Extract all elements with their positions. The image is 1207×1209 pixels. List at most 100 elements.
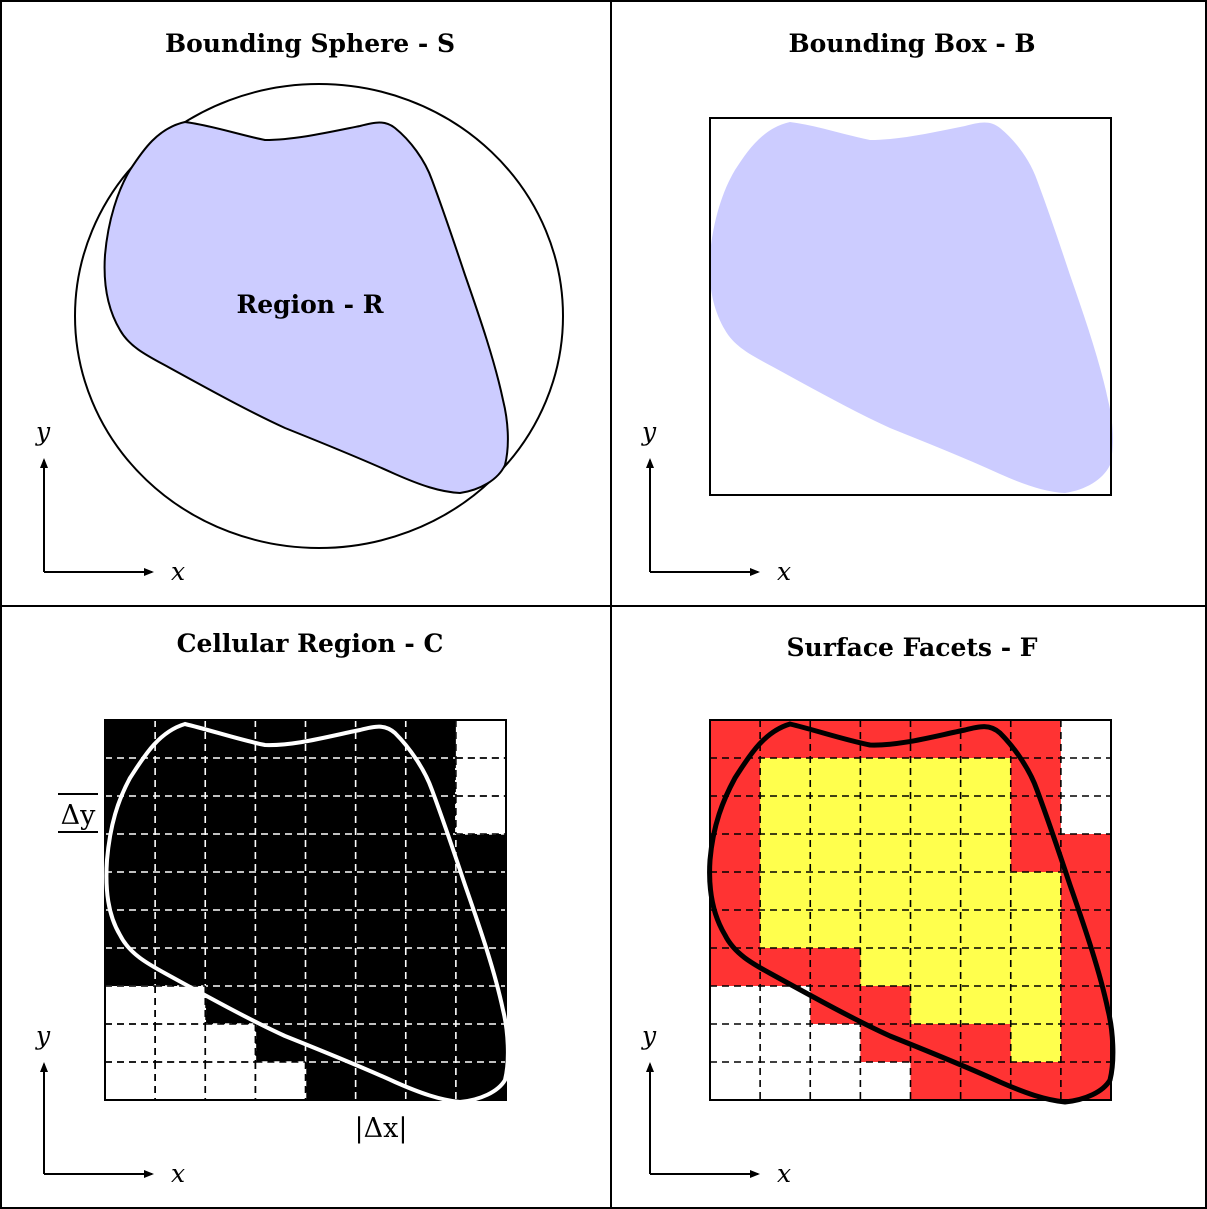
grid-cell [255, 720, 306, 759]
y-axis-label: y [641, 1021, 657, 1050]
grid-cell [305, 872, 357, 911]
grid-cell [760, 872, 811, 911]
grid-cell [155, 758, 206, 797]
grid-cell [255, 834, 306, 873]
grid-cell [255, 910, 306, 949]
grid-cell [960, 948, 1012, 987]
grid-cell [1060, 720, 1112, 759]
grid-cell [960, 796, 1012, 835]
grid-cell [910, 758, 962, 797]
grid-cell [1010, 796, 1062, 835]
grid-cell [455, 1024, 507, 1063]
grid-cell [455, 720, 507, 759]
grid-cell [860, 1062, 911, 1101]
grid-cell [105, 834, 156, 873]
grid-cell [960, 834, 1012, 873]
grid-cell [305, 834, 357, 873]
grid-cell [960, 872, 1012, 911]
panel-cellular-region: Cellular Region - C Δy |Δx| [58, 629, 510, 1144]
grid-cell [255, 758, 306, 797]
y-axis-label: y [35, 417, 51, 446]
grid-cell [910, 948, 962, 987]
grid-cell [710, 948, 761, 987]
grid-cell [455, 948, 507, 987]
bounding-sphere [74, 83, 564, 549]
facet-grid-border [709, 719, 1112, 1101]
dx-label: |Δx| [355, 1113, 408, 1144]
grid-cell [1010, 1024, 1062, 1063]
grid-cell [405, 872, 457, 911]
region-shape [103, 120, 509, 495]
grid-cell [455, 796, 507, 835]
grid-cell [355, 872, 407, 911]
grid-cell [960, 758, 1012, 797]
grid-cell [355, 1024, 407, 1063]
axes-cellular: x y [35, 1021, 185, 1188]
bounding-box [709, 117, 1112, 496]
grid-cell [1010, 872, 1062, 911]
grid-cell [760, 796, 811, 835]
facet-gridlines [710, 720, 1111, 1100]
region-outline [707, 721, 1116, 1105]
y-axis-label: y [641, 417, 657, 446]
grid-cell [810, 910, 861, 949]
grid-cell [860, 834, 911, 873]
axes-box: x y [641, 417, 791, 586]
grid-cell [710, 1024, 761, 1063]
grid-cell [760, 910, 811, 949]
grid-cell [355, 796, 407, 835]
grid-cell [155, 834, 206, 873]
grid-cell [810, 872, 861, 911]
grid-cell [1060, 834, 1112, 873]
grid-cell [1060, 948, 1112, 987]
grid-cell [910, 872, 962, 911]
grid-cell [155, 910, 206, 949]
grid-cell [155, 1024, 206, 1063]
grid-cell [205, 872, 256, 911]
grid-cell [305, 948, 357, 987]
region-outline [104, 721, 510, 1105]
grid-cell [105, 986, 156, 1025]
grid-cell [860, 986, 911, 1025]
grid-cell [860, 872, 911, 911]
dy-label: Δy [61, 800, 96, 831]
panel-title-sphere: Bounding Sphere - S [165, 29, 455, 58]
grid-cell [710, 834, 761, 873]
x-axis-label: x [171, 557, 185, 586]
y-axis-label: y [35, 1021, 51, 1050]
x-axis-label: x [777, 557, 791, 586]
grid-cell [255, 986, 306, 1025]
grid-cell [305, 1062, 357, 1101]
grid-cell [205, 910, 256, 949]
grid-cell [860, 796, 911, 835]
grid-cell [455, 758, 507, 797]
grid-cell [810, 1062, 861, 1101]
x-axis-label: x [171, 1159, 185, 1188]
region-shape [709, 122, 1113, 493]
grid-cell [455, 1062, 507, 1101]
panel-title-cellular: Cellular Region - C [177, 629, 444, 658]
grid-cell [1060, 796, 1112, 835]
grid-cell [205, 1024, 256, 1063]
grid-cell [1060, 1062, 1112, 1101]
grid-cell [405, 720, 457, 759]
grid-cell [1010, 910, 1062, 949]
grid-cell [910, 986, 962, 1025]
grid-cell [710, 1062, 761, 1101]
x-axis-label: x [777, 1159, 791, 1188]
grid-cell [155, 796, 206, 835]
grid-cell [405, 796, 457, 835]
cellular-grid-border [104, 719, 507, 1101]
grid-cell [760, 1062, 811, 1101]
grid-cell [155, 872, 206, 911]
grid-cell [860, 758, 911, 797]
grid-cell [405, 948, 457, 987]
grid-cell [455, 834, 507, 873]
grid-cell [810, 948, 861, 987]
grid-cell [305, 986, 357, 1025]
grid-cell [105, 948, 156, 987]
grid-cell [205, 834, 256, 873]
grid-cell [355, 910, 407, 949]
grid-cell [205, 758, 256, 797]
grid-cell [960, 1024, 1012, 1063]
